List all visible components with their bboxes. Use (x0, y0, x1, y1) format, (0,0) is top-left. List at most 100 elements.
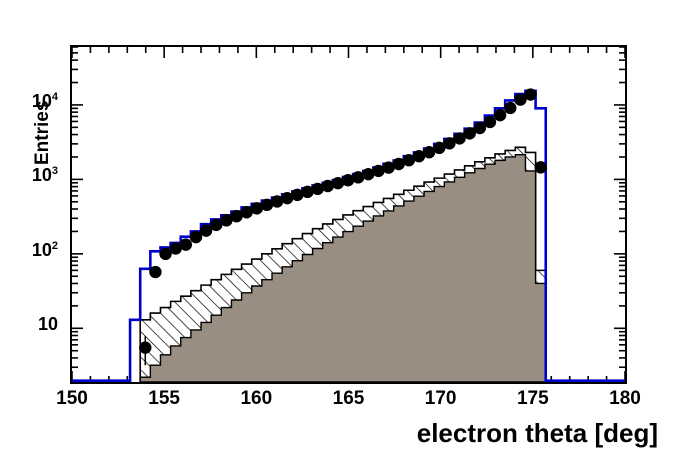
y-tick-label-1: 102 (31, 239, 58, 260)
data-point (210, 218, 223, 232)
data-point (433, 141, 446, 155)
main-background-filled-series (139, 153, 547, 382)
y-tick-label-3: 104 (31, 90, 58, 111)
data-marker (199, 224, 213, 237)
data-point (240, 206, 253, 219)
data-marker (433, 141, 446, 155)
data-point (351, 171, 365, 184)
data-point (514, 93, 527, 106)
main-background-filled-path (139, 153, 547, 382)
data-point (281, 191, 294, 205)
data-marker (301, 185, 314, 199)
data-marker (504, 101, 517, 115)
data-marker (260, 198, 274, 212)
x-tick-label-5: 175 (516, 388, 549, 409)
data-point (473, 121, 487, 135)
data-marker (189, 230, 203, 244)
data-point (534, 161, 547, 174)
data-point (291, 188, 304, 202)
y-axis-tick-labels: 10 102 103 104 (0, 0, 66, 420)
axis-ticks (72, 47, 625, 382)
data-point (149, 265, 162, 279)
data-point (524, 88, 537, 101)
data-point (321, 179, 334, 193)
data-marker (159, 247, 172, 261)
data-marker (524, 88, 537, 101)
data-point (443, 137, 456, 150)
data-marker (463, 127, 476, 140)
data-marker (281, 191, 294, 205)
data-point (422, 145, 436, 159)
x-tick-label-2: 160 (240, 388, 273, 409)
data-point (199, 224, 213, 237)
chart-canvas (72, 47, 625, 382)
data-point (179, 238, 193, 251)
x-tick-label-1: 155 (148, 388, 180, 409)
data-marker (443, 137, 456, 150)
x-tick-label-6: 180 (609, 388, 641, 409)
data-marker (473, 121, 487, 135)
data-point (270, 195, 284, 208)
data-marker (250, 202, 263, 215)
data-marker (351, 171, 365, 184)
data-marker (331, 176, 345, 190)
data-marker (169, 242, 182, 255)
data-marker (382, 161, 395, 174)
data-marker (422, 145, 436, 159)
data-point (331, 176, 345, 190)
data-point (250, 202, 263, 215)
data-marker (341, 174, 355, 187)
data-point (260, 198, 274, 212)
data-point (453, 132, 466, 145)
data-marker (321, 179, 334, 193)
data-marker (220, 214, 233, 227)
data-point (483, 115, 497, 129)
x-tick-label-4: 170 (424, 388, 457, 409)
data-marker (149, 265, 162, 279)
data-marker (453, 132, 466, 145)
data-point (372, 164, 385, 178)
data-marker (412, 149, 426, 163)
data-point (301, 185, 314, 199)
x-tick-label-0: 150 (56, 388, 88, 409)
data-marker (179, 238, 193, 251)
data-marker (362, 167, 375, 181)
data-marker (270, 195, 284, 208)
data-point (504, 101, 517, 115)
data-point (493, 108, 507, 122)
data-point (382, 161, 395, 174)
y-tick-label-2: 103 (31, 165, 58, 186)
data-marker (210, 218, 223, 232)
data-marker (311, 182, 324, 196)
plot-frame (70, 45, 627, 384)
data-marker (483, 115, 497, 129)
x-axis-title: electron theta [deg] (416, 418, 658, 448)
data-marker (372, 164, 385, 178)
data-point (311, 182, 324, 196)
data-marker (240, 206, 253, 219)
data-point (169, 242, 182, 255)
data-point (341, 174, 355, 187)
data-point (159, 247, 172, 261)
data-point (392, 157, 405, 171)
data-point (139, 336, 152, 366)
data-point (220, 214, 233, 227)
data-marker (534, 161, 547, 174)
x-tick-label-3: 165 (332, 388, 365, 409)
y-tick-label-0: 10 (37, 314, 58, 335)
data-marker (230, 210, 243, 223)
data-marker (493, 108, 507, 122)
data-point (463, 127, 476, 140)
data-points-series (139, 88, 547, 366)
data-point (189, 230, 203, 244)
data-point (230, 210, 243, 223)
data-marker (291, 188, 304, 202)
data-marker (514, 93, 527, 106)
data-marker (402, 154, 416, 167)
data-point (362, 167, 375, 181)
data-point (402, 154, 416, 167)
data-marker (392, 157, 405, 171)
data-point (412, 149, 426, 163)
data-marker (139, 341, 152, 354)
